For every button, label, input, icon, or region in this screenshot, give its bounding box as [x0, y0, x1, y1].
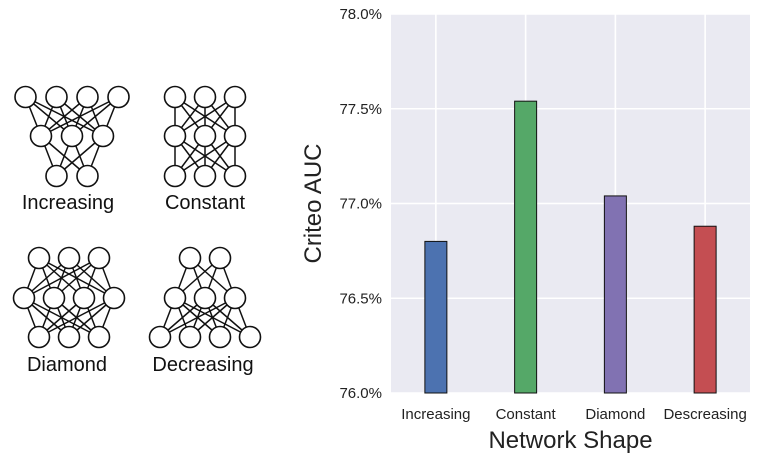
- bar-diamond: [603, 195, 627, 394]
- neuron-node: [87, 325, 111, 349]
- neuron-node: [29, 124, 53, 148]
- neuron-node: [223, 286, 247, 310]
- y-tick-label: 77.0%: [339, 196, 382, 213]
- x-tick-label: Increasing: [401, 406, 470, 423]
- neuron-node: [57, 325, 81, 349]
- network-shape-diagrams: Increasing Constant Diamond Decreasing: [12, 85, 262, 376]
- neuron-node: [87, 246, 111, 270]
- x-tick-label: Descreasing: [663, 406, 746, 423]
- diagram-decreasing: Decreasing: [148, 246, 262, 376]
- diagram-increasing: Increasing: [14, 85, 130, 214]
- neuron-node: [223, 85, 247, 109]
- connection-edge: [38, 297, 115, 338]
- neuron-node: [223, 124, 247, 148]
- neuron-node: [193, 85, 217, 109]
- neuron-node: [238, 325, 262, 349]
- connection-edge: [174, 135, 236, 177]
- neuron-node: [178, 246, 202, 270]
- connection-edge: [159, 297, 236, 338]
- connection-edge: [174, 96, 236, 137]
- neuron-node: [27, 325, 51, 349]
- neuron-node: [91, 124, 115, 148]
- neuron-node: [57, 246, 81, 270]
- bar-descreasing: [693, 225, 717, 394]
- y-tick-label: 76.0%: [339, 385, 382, 402]
- neuron-node: [107, 85, 130, 109]
- diagram-constant: Constant: [163, 85, 247, 214]
- neuron-node: [208, 325, 232, 349]
- bars: [424, 100, 717, 394]
- neuron-node: [193, 164, 217, 188]
- x-tick-label: Constant: [496, 406, 557, 423]
- neuron-node: [45, 85, 68, 109]
- diagram-label-increasing: Increasing: [22, 192, 114, 214]
- neuron-node: [193, 286, 217, 310]
- neuron-node: [163, 164, 187, 188]
- bar-constant: [514, 100, 538, 394]
- neuron-node: [223, 164, 247, 188]
- neuron-node: [60, 124, 84, 148]
- neuron-node: [72, 286, 96, 310]
- y-tick-label: 77.5%: [339, 101, 382, 118]
- neuron-node: [76, 164, 99, 188]
- diagram-label-decreasing: Decreasing: [152, 354, 253, 376]
- y-tick-labels: 76.0% 76.5% 77.0% 77.5% 78.0%: [339, 6, 382, 402]
- neuron-node: [27, 246, 51, 270]
- neuron-node: [12, 286, 36, 310]
- neuron-node: [163, 85, 187, 109]
- diagram-label-constant: Constant: [165, 192, 245, 214]
- y-axis-title: Criteo AUC: [300, 143, 327, 263]
- connection-edge: [40, 96, 119, 137]
- x-tick-labels: Increasing Constant Diamond Descreasing: [401, 406, 747, 423]
- connection-edge: [23, 257, 100, 299]
- y-tick-label: 76.5%: [339, 290, 382, 307]
- neuron-node: [76, 85, 99, 109]
- neuron-node: [14, 85, 37, 109]
- neuron-node: [45, 164, 68, 188]
- neuron-node: [178, 325, 202, 349]
- bar-increasing: [424, 240, 448, 394]
- diagram-label-diamond: Diamond: [27, 354, 107, 376]
- neuron-node: [208, 246, 232, 270]
- neuron-node: [102, 286, 126, 310]
- y-tick-label: 78.0%: [339, 6, 382, 23]
- neuron-node: [193, 124, 217, 148]
- diagram-diamond: Diamond: [12, 246, 126, 376]
- neuron-node: [148, 325, 172, 349]
- x-tick-label: Diamond: [585, 406, 645, 423]
- neuron-node: [163, 286, 187, 310]
- neuron-node: [163, 124, 187, 148]
- neuron-node: [42, 286, 66, 310]
- x-axis-title: Network Shape: [488, 427, 652, 454]
